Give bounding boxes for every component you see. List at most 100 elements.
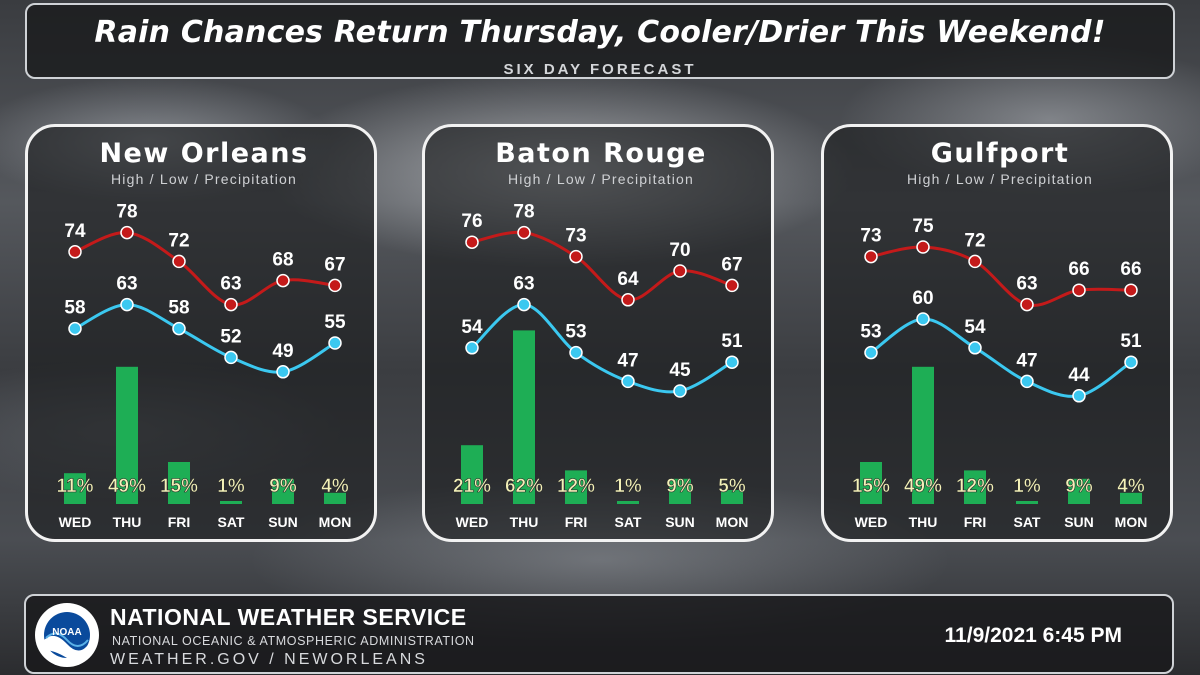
low-temp-label: 51 bbox=[721, 331, 743, 352]
precip-bar bbox=[860, 462, 882, 504]
low-temp-label: 45 bbox=[669, 360, 691, 381]
high-temp-label: 73 bbox=[860, 226, 881, 247]
chart-subtitle: High / Low / Precipitation bbox=[907, 171, 1093, 187]
high-temp-point bbox=[864, 249, 878, 264]
high-temp-point bbox=[569, 249, 583, 264]
forecast-panel-baton-rouge: Baton Rouge High / Low / Precipitation 21%… bbox=[422, 124, 774, 542]
precip-bar bbox=[1068, 478, 1090, 504]
day-label: MON bbox=[319, 514, 352, 530]
page-subtitle: SIX DAY FORECAST bbox=[503, 61, 697, 78]
high-temp-label: 72 bbox=[964, 230, 985, 251]
day-label: THU bbox=[510, 514, 539, 530]
precip-bar bbox=[1016, 501, 1038, 504]
precip-bar bbox=[220, 501, 242, 504]
day-label: SUN bbox=[665, 514, 695, 530]
precip-bar bbox=[116, 366, 138, 504]
low-temp-label: 54 bbox=[461, 317, 483, 338]
forecast-panel-gulfport: Gulfport High / Low / Precipitation 15% 49%… bbox=[821, 124, 1173, 542]
agency-name: NATIONAL WEATHER SERVICE bbox=[110, 604, 467, 630]
high-temp-label: 66 bbox=[1120, 259, 1141, 280]
day-label: MON bbox=[1115, 514, 1148, 530]
high-temp-point bbox=[968, 254, 982, 269]
city-title: New Orleans bbox=[99, 138, 308, 169]
day-label: THU bbox=[909, 514, 938, 530]
day-label: SAT bbox=[615, 514, 642, 530]
low-temp-label: 53 bbox=[565, 322, 586, 343]
precip-label: 5% bbox=[718, 476, 746, 497]
forecast-chart-baton-rouge: Baton Rouge High / Low / Precipitation 21%… bbox=[453, 138, 749, 530]
precip-label: 15% bbox=[852, 476, 890, 497]
low-temp-label: 53 bbox=[860, 322, 881, 343]
forecast-panel-new-orleans: New Orleans High / Low / Precipitation 11%… bbox=[25, 124, 377, 542]
day-label: SUN bbox=[268, 514, 298, 530]
low-temp-line bbox=[74, 303, 336, 374]
high-temp-point bbox=[517, 225, 531, 240]
issue-datetime: 11/9/2021 6:45 PM bbox=[944, 624, 1122, 647]
low-temp-point bbox=[328, 336, 342, 350]
low-temp-point bbox=[120, 297, 134, 312]
low-temp-label: 51 bbox=[1120, 331, 1142, 352]
low-temp-label: 49 bbox=[272, 341, 293, 362]
high-temp-point bbox=[1124, 283, 1138, 297]
precip-label: 1% bbox=[1013, 476, 1041, 497]
high-temp-label: 73 bbox=[565, 226, 586, 247]
high-temp-point bbox=[328, 278, 342, 293]
high-temp-label: 67 bbox=[721, 254, 742, 275]
precip-bar bbox=[721, 490, 743, 504]
precip-bar bbox=[964, 470, 986, 504]
low-temp-line bbox=[470, 303, 733, 394]
website-label: WEATHER.GOV / NEWORLEANS bbox=[110, 651, 428, 668]
day-label: SAT bbox=[218, 514, 245, 530]
high-temp-point bbox=[916, 240, 930, 254]
low-temp-label: 63 bbox=[116, 274, 137, 295]
day-label: FRI bbox=[168, 514, 191, 530]
precip-label: 12% bbox=[956, 476, 994, 497]
low-temp-point bbox=[1072, 389, 1086, 403]
low-temp-point bbox=[224, 350, 238, 365]
low-temp-label: 54 bbox=[964, 317, 986, 338]
low-temp-label: 47 bbox=[617, 350, 638, 371]
low-temp-label: 52 bbox=[220, 326, 241, 347]
low-temp-label: 44 bbox=[1068, 365, 1090, 386]
precip-bar bbox=[669, 478, 691, 504]
low-temp-label: 58 bbox=[64, 298, 85, 319]
high-temp-label: 66 bbox=[1068, 259, 1089, 280]
low-temp-point bbox=[465, 341, 479, 355]
high-temp-point bbox=[120, 225, 134, 240]
low-temp-point bbox=[569, 345, 583, 360]
high-temp-label: 74 bbox=[64, 221, 86, 242]
precip-label: 9% bbox=[269, 476, 297, 497]
low-temp-point bbox=[517, 297, 531, 312]
precip-bar bbox=[64, 473, 86, 504]
high-temp-line bbox=[74, 231, 336, 307]
precip-label: 21% bbox=[453, 476, 491, 497]
precip-bar bbox=[461, 445, 483, 504]
low-temp-label: 55 bbox=[324, 312, 346, 333]
precip-bar bbox=[513, 330, 535, 504]
chart-subtitle: High / Low / Precipitation bbox=[508, 171, 694, 187]
precip-label: 4% bbox=[321, 476, 349, 497]
low-temp-label: 60 bbox=[912, 288, 933, 309]
forecast-chart-gulfport: Gulfport High / Low / Precipitation 15% 49%… bbox=[852, 138, 1148, 530]
high-temp-point bbox=[1020, 297, 1034, 312]
low-temp-point bbox=[276, 365, 290, 379]
day-label: WED bbox=[59, 514, 92, 530]
precip-bar bbox=[324, 492, 346, 504]
precip-bar bbox=[912, 366, 934, 504]
high-temp-label: 75 bbox=[912, 216, 934, 237]
low-temp-label: 58 bbox=[168, 298, 189, 319]
day-label: SUN bbox=[1064, 514, 1094, 530]
chart-subtitle: High / Low / Precipitation bbox=[111, 171, 297, 187]
high-temp-point bbox=[621, 293, 635, 307]
forecast-chart-new-orleans: New Orleans High / Low / Precipitation 11%… bbox=[56, 138, 352, 530]
high-temp-label: 64 bbox=[617, 269, 639, 290]
precip-label: 62% bbox=[505, 476, 543, 497]
low-temp-point bbox=[1020, 374, 1034, 389]
high-temp-point bbox=[172, 254, 186, 269]
title-banner: Rain Chances Return Thursday, Cooler/Dri… bbox=[25, 3, 1175, 79]
high-temp-label: 68 bbox=[272, 250, 293, 271]
high-temp-label: 63 bbox=[220, 274, 241, 295]
day-label: WED bbox=[855, 514, 888, 530]
high-temp-line bbox=[471, 230, 733, 302]
day-label: THU bbox=[113, 514, 142, 530]
